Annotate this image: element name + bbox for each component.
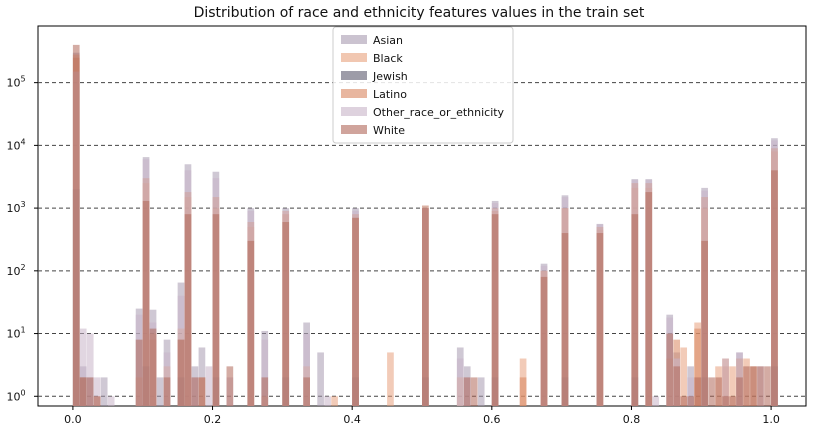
bar bbox=[708, 377, 715, 406]
bar bbox=[86, 333, 94, 406]
bar bbox=[561, 233, 569, 406]
bar bbox=[149, 328, 157, 406]
bar bbox=[736, 377, 743, 406]
legend-label: Jewish bbox=[372, 70, 408, 83]
bar bbox=[79, 377, 87, 406]
bar bbox=[191, 377, 199, 406]
y-tick-label: 104 bbox=[6, 137, 25, 152]
legend-label: Black bbox=[373, 52, 403, 65]
y-tick-label: 105 bbox=[6, 75, 25, 90]
bar bbox=[135, 339, 143, 406]
y-tick-label: 100 bbox=[6, 388, 25, 403]
x-tick-label: 1.0 bbox=[762, 413, 780, 426]
legend-label: White bbox=[373, 124, 405, 137]
bar bbox=[177, 339, 185, 406]
bar bbox=[729, 366, 736, 406]
bar bbox=[715, 377, 722, 406]
x-tick-label: 0.2 bbox=[204, 413, 222, 426]
bar bbox=[673, 366, 681, 406]
bar bbox=[142, 200, 150, 406]
bar bbox=[771, 170, 778, 406]
bar bbox=[198, 347, 206, 406]
bar bbox=[387, 352, 394, 406]
bar bbox=[680, 396, 688, 406]
chart-title: Distribution of race and ethnicity featu… bbox=[194, 5, 645, 21]
bar bbox=[687, 377, 694, 406]
bar bbox=[205, 366, 213, 406]
legend-label: Other_race_or_ethnicity bbox=[373, 106, 505, 119]
bar bbox=[519, 377, 527, 406]
bar bbox=[282, 222, 290, 406]
bar bbox=[107, 396, 115, 406]
bar bbox=[303, 377, 310, 406]
bar bbox=[694, 328, 701, 406]
legend-box bbox=[332, 26, 514, 144]
x-axis: 0.0 0.2 0.4 0.6 0.8 1.0 bbox=[64, 406, 780, 426]
bar bbox=[317, 352, 324, 406]
x-tick-label: 0.6 bbox=[483, 413, 501, 426]
bar bbox=[652, 396, 660, 406]
legend-swatch bbox=[341, 125, 367, 134]
bar bbox=[666, 333, 674, 406]
bar bbox=[79, 328, 87, 406]
bar bbox=[163, 377, 171, 406]
bar bbox=[198, 377, 206, 406]
bar bbox=[764, 366, 771, 406]
bar bbox=[743, 366, 750, 406]
bar bbox=[631, 214, 639, 406]
bar bbox=[463, 377, 471, 406]
legend-swatch bbox=[341, 53, 367, 62]
bar bbox=[100, 377, 108, 406]
bar bbox=[750, 366, 757, 406]
series-white bbox=[72, 44, 778, 407]
bar bbox=[86, 377, 94, 406]
bar bbox=[701, 240, 708, 406]
legend: Asian Black Jewish Latino Other_race_or_ethn… bbox=[332, 26, 514, 144]
y-tick-label: 101 bbox=[6, 326, 25, 341]
legend-label: Latino bbox=[373, 88, 407, 101]
bar bbox=[93, 377, 101, 406]
bar bbox=[729, 396, 736, 406]
bar bbox=[694, 377, 701, 406]
bar bbox=[156, 377, 164, 406]
bar bbox=[247, 240, 255, 406]
bar bbox=[261, 377, 269, 406]
bar bbox=[491, 214, 499, 406]
bar bbox=[184, 214, 192, 406]
legend-swatch bbox=[341, 35, 367, 44]
bar bbox=[331, 396, 338, 406]
bar bbox=[477, 377, 485, 406]
x-tick-label: 0.8 bbox=[623, 413, 641, 426]
bar bbox=[470, 377, 478, 406]
x-tick-label: 0.4 bbox=[343, 413, 361, 426]
bar bbox=[422, 208, 429, 406]
bar bbox=[596, 233, 604, 406]
legend-swatch bbox=[341, 71, 367, 80]
bars bbox=[72, 44, 778, 407]
y-tick-label: 103 bbox=[6, 200, 25, 215]
y-axis: 100 101 102 103 104 105 bbox=[6, 75, 38, 403]
bar bbox=[456, 358, 464, 406]
bar bbox=[645, 192, 653, 406]
legend-label: Asian bbox=[373, 34, 403, 47]
bar bbox=[757, 366, 764, 406]
bar bbox=[93, 396, 101, 406]
bar bbox=[261, 339, 269, 406]
bar bbox=[303, 333, 310, 406]
legend-swatch bbox=[341, 107, 367, 116]
bar bbox=[722, 396, 729, 406]
bar bbox=[687, 396, 694, 406]
bar bbox=[680, 347, 688, 406]
legend-swatch bbox=[341, 89, 367, 98]
x-tick-label: 0.0 bbox=[64, 413, 82, 426]
bar bbox=[72, 44, 80, 407]
bar bbox=[722, 358, 729, 406]
bar bbox=[212, 214, 220, 406]
bar bbox=[324, 396, 331, 406]
bar bbox=[226, 366, 234, 406]
bar bbox=[352, 217, 359, 406]
bar bbox=[540, 276, 548, 406]
y-tick-label: 102 bbox=[6, 263, 25, 278]
